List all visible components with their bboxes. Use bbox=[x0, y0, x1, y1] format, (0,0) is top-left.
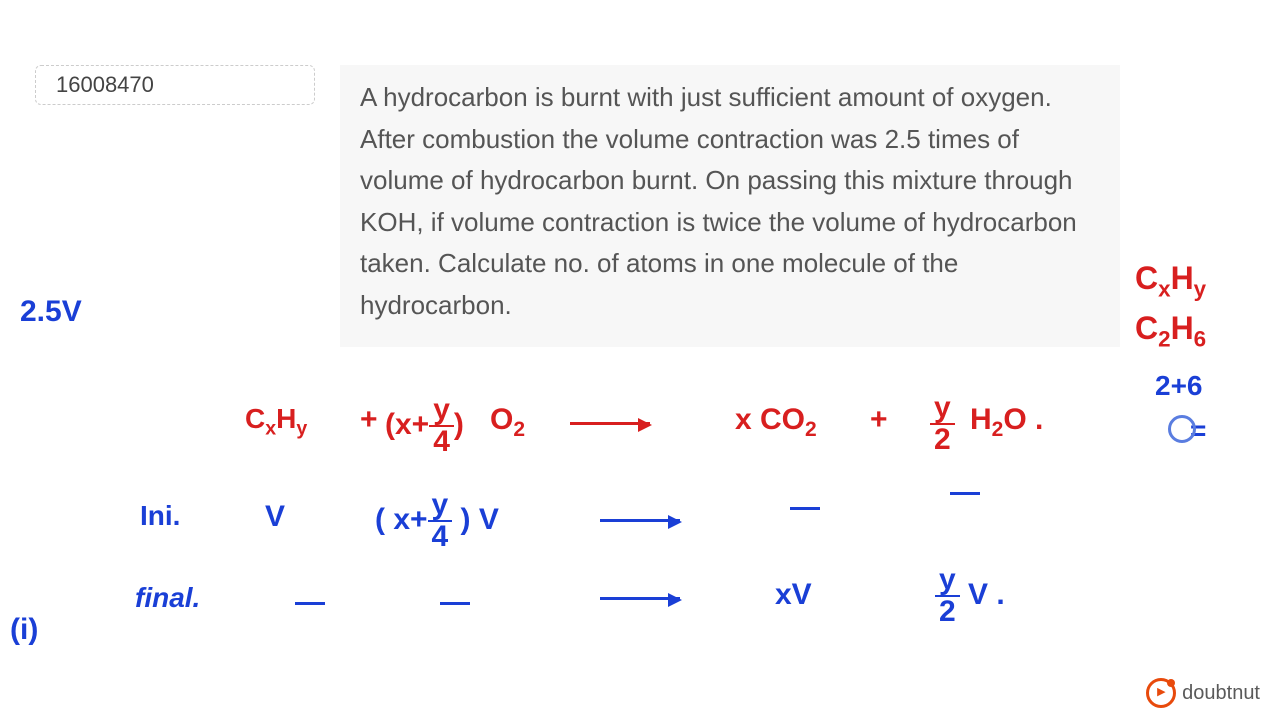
logo-icon bbox=[1146, 678, 1176, 708]
eq-plus: + bbox=[360, 403, 378, 437]
ini-v1: V bbox=[265, 500, 285, 534]
final-label: final. bbox=[135, 582, 200, 614]
eq-prod2: H2O . bbox=[970, 403, 1043, 442]
right-note-1: CxHy bbox=[1135, 260, 1206, 302]
cursor-ring-icon bbox=[1168, 415, 1196, 443]
eq-prod1: x CO2 bbox=[735, 403, 817, 442]
eq-reactant1: CxHy bbox=[245, 403, 307, 441]
final-dash1 bbox=[295, 595, 325, 613]
question-id: 16008470 bbox=[56, 72, 154, 97]
ini-label: Ini. bbox=[140, 500, 180, 532]
eq-o2-coef: (x+y4) bbox=[385, 395, 464, 457]
logo-text: doubtnut bbox=[1182, 682, 1260, 705]
ini-dash1 bbox=[790, 500, 820, 518]
right-note-3: 2+6 bbox=[1155, 370, 1203, 402]
eq-o2: O2 bbox=[490, 403, 525, 442]
question-text-box: A hydrocarbon is burnt with just suffici… bbox=[340, 65, 1120, 347]
final-p2: y2 V . bbox=[935, 565, 1005, 627]
question-text: A hydrocarbon is burnt with just suffici… bbox=[360, 82, 1077, 320]
ini-dash2 bbox=[950, 485, 980, 503]
question-id-box: 16008470 bbox=[35, 65, 315, 105]
eq-plus2: + bbox=[870, 403, 888, 437]
eq-arrow bbox=[570, 415, 650, 433]
roman-i: (i) bbox=[10, 613, 38, 647]
ini-arrow bbox=[600, 512, 680, 530]
doubtnut-logo: doubtnut bbox=[1146, 678, 1260, 708]
eq-prod2-frac: y2 bbox=[930, 393, 955, 455]
final-arrow bbox=[600, 590, 680, 608]
note-2-5v: 2.5V bbox=[20, 295, 82, 329]
right-note-2: C2H6 bbox=[1135, 310, 1206, 352]
final-dash2 bbox=[440, 595, 470, 613]
final-p1: xV bbox=[775, 578, 812, 612]
ini-v2: ( x+y4 ) V bbox=[375, 490, 499, 552]
